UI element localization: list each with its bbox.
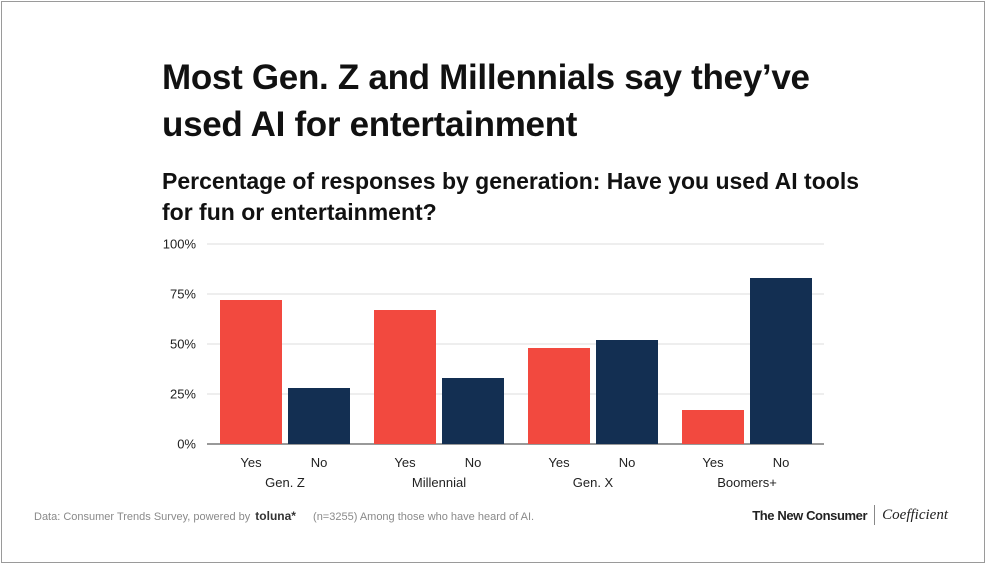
bar-yes xyxy=(220,300,282,444)
bar-no xyxy=(442,378,504,444)
sample-note: (n=3255) Among those who have heard of A… xyxy=(313,511,535,523)
source-footer: Data: Consumer Trends Survey, powered by… xyxy=(34,509,534,523)
y-tick-label: 0% xyxy=(177,437,196,452)
bar-label: Yes xyxy=(240,455,262,470)
bar-label: Yes xyxy=(394,455,416,470)
bar-label: No xyxy=(773,455,790,470)
brand-new-consumer: The New Consumer xyxy=(752,507,868,523)
bar-label: No xyxy=(619,455,636,470)
source-text: Data: Consumer Trends Survey, powered by xyxy=(34,511,251,523)
y-tick-label: 100% xyxy=(163,237,197,252)
group-label: Gen. X xyxy=(573,475,614,490)
bar-no xyxy=(288,388,350,444)
bar-label: No xyxy=(311,455,328,470)
chart-subtitle: Percentage of responses by generation: H… xyxy=(162,168,859,225)
bar-label: Yes xyxy=(548,455,570,470)
toluna-logo: toluna* xyxy=(255,509,296,523)
group-label: Boomers+ xyxy=(717,475,777,490)
bar-yes xyxy=(682,410,744,444)
bar-yes xyxy=(374,310,436,444)
bar-yes xyxy=(528,348,590,444)
y-tick-label: 25% xyxy=(170,387,196,402)
brand-coefficient: Coefficient xyxy=(882,506,948,523)
brand-divider xyxy=(874,505,876,525)
bar-label: Yes xyxy=(702,455,724,470)
group-label: Millennial xyxy=(412,475,466,490)
group-label: Gen. Z xyxy=(265,475,305,490)
bar-no xyxy=(750,278,812,444)
brand-lockup: The New Consumer Coefficient xyxy=(752,505,948,525)
bar-no xyxy=(596,340,658,444)
y-tick-label: 75% xyxy=(170,287,196,302)
y-tick-label: 50% xyxy=(170,337,196,352)
chart-title: Most Gen. Z and Millennials say they’ve … xyxy=(162,58,810,144)
bar-label: No xyxy=(465,455,482,470)
